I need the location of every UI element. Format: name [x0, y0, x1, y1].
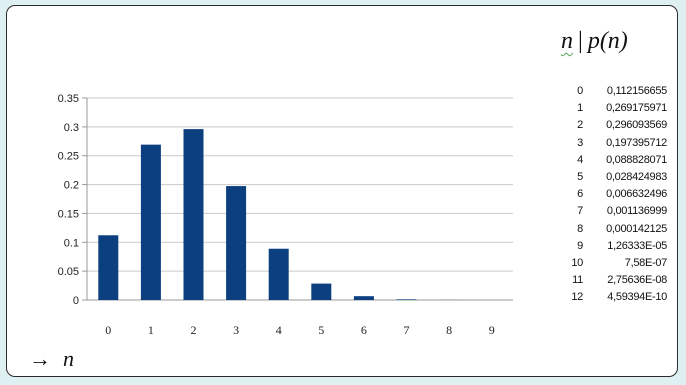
bar-chart: 0 0.05 0.1 0.15 0.2 0.25 0.3 0.35 0 1 2 3 4 5 6 7 8 9: [58, 93, 513, 337]
y-tick-label: 0.05: [58, 266, 79, 278]
x-tick-label: 0: [105, 323, 111, 337]
table-row-p: 1,26333E-05: [607, 239, 667, 252]
table-row: 12 4,59394E-10: [563, 289, 671, 306]
table-row-p: 4,59394E-10: [607, 291, 667, 304]
y-tick-label: 0.1: [64, 237, 79, 249]
table-row-p: 0,269175971: [606, 102, 667, 115]
table-row-n: 12: [571, 291, 583, 304]
table-header-separator: |: [578, 28, 583, 54]
table-row-n: 3: [577, 136, 583, 149]
table-row: 4 0,088828071: [563, 152, 671, 169]
bar: [140, 144, 161, 300]
bar: [396, 299, 417, 300]
x-tick-label: 5: [318, 323, 324, 337]
table-row: 6 0,006632496: [563, 186, 671, 203]
probability-table: 0 0,112156655 1 0,269175971 2 0,296093569 3 0,1…: [563, 83, 671, 306]
table-row-p: 7,58E-07: [624, 256, 668, 269]
table-row: 2 0,296093569: [563, 117, 671, 134]
table-row: 5 0,028424983: [563, 169, 671, 186]
table-row-n: 0: [577, 85, 583, 97]
x-tick-label: 2: [191, 323, 197, 337]
table-header: n | p(n): [561, 28, 628, 55]
y-tick-label: 0.2: [64, 180, 79, 192]
table-row-n: 11: [572, 274, 583, 287]
table-row-n: 9: [577, 239, 583, 252]
table-row-p: 0,296093569: [606, 119, 667, 132]
y-tick-label: 0: [73, 295, 79, 307]
axis-note: → n: [29, 348, 74, 370]
table-row: 9 1,26333E-05: [563, 238, 671, 255]
x-tick-label: 1: [148, 323, 154, 337]
table-row-n: 1: [577, 102, 583, 115]
table-row-p: 0,006632496: [606, 188, 667, 201]
table-row-n: 10: [571, 256, 583, 269]
y-tick-label: 0.25: [58, 151, 79, 163]
table-row-n: 8: [577, 222, 583, 235]
table-row-n: 4: [577, 153, 583, 166]
table-row-p: 0,001136999: [606, 205, 667, 218]
x-tick-label: 7: [404, 323, 410, 337]
table-row-n: 2: [577, 119, 583, 132]
chart-frame: 0 0.05 0.1 0.15 0.2 0.25 0.3 0.35 0 1 2 3 4 5 6 7 8 9 n | p…: [6, 5, 678, 377]
table-row-p: 0,000142125: [606, 222, 667, 235]
table-row: 1 0,269175971: [563, 100, 671, 117]
table-row-n: 7: [577, 205, 583, 218]
x-tick-label: 3: [233, 323, 239, 337]
x-tick-label: 9: [489, 323, 495, 337]
table-row: 11 2,75636E-08: [563, 272, 671, 289]
right-arrow-icon: →: [29, 346, 51, 371]
table-row-p: 0,112156655: [606, 85, 667, 97]
table-row-p: 0,088828071: [606, 153, 667, 166]
x-tick-label: 8: [446, 323, 452, 337]
table-header-p: p(n): [587, 28, 628, 54]
bar: [98, 235, 119, 300]
table-row: 0 0,112156655: [563, 83, 671, 100]
y-tick-label: 0.15: [58, 208, 79, 220]
bar: [311, 283, 332, 300]
table-row-n: 5: [577, 170, 583, 183]
table-row: 7 0,001136999: [563, 203, 671, 220]
x-tick-label: 4: [276, 323, 282, 337]
table-row-n: 6: [577, 188, 583, 201]
table-row-p: 0,197395712: [606, 136, 667, 149]
bar: [183, 129, 204, 300]
bar: [226, 186, 247, 300]
table-row: 3 0,197395712: [563, 135, 671, 152]
table-row: 8 0,000142125: [563, 221, 671, 238]
table-row-p: 2,75636E-08: [607, 274, 667, 287]
x-tick-label: 6: [361, 323, 367, 337]
table-row-p: 0,028424983: [606, 170, 667, 183]
y-tick-label: 0.35: [58, 93, 79, 105]
bar: [268, 248, 289, 300]
table-row: 10 7,58E-07: [563, 255, 671, 272]
y-tick-label: 0.3: [64, 122, 79, 134]
table-header-n: n: [561, 28, 573, 54]
bar: [353, 296, 374, 300]
axis-variable: n: [63, 346, 74, 371]
